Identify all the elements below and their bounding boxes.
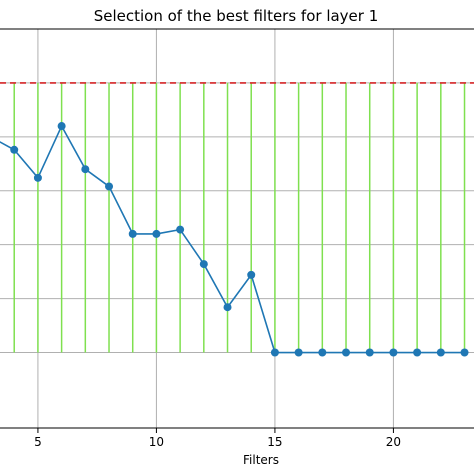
data-point [413,348,422,357]
data-point [436,348,445,357]
data-point [57,122,66,131]
plot-area [0,29,474,428]
data-point [460,348,469,357]
data-point [128,229,137,238]
x-tick-label: 15 [267,435,282,449]
data-point [294,348,303,357]
data-point [247,270,256,279]
data-point [342,348,351,357]
data-point [81,165,90,174]
axis-layer [0,28,474,429]
data-point [365,348,374,357]
data-point [152,229,161,238]
tick-layer: 5 10 15 20 [34,428,401,449]
x-tick-label: 5 [34,435,42,449]
data-point [270,348,279,357]
data-point [199,260,208,269]
data-point [33,173,42,182]
series-layer [0,122,469,357]
data-point [318,348,327,357]
x-tick-label: 10 [149,435,164,449]
chart-title: Selection of the best filters for layer … [94,7,379,25]
data-point [389,348,398,357]
data-point [176,225,185,234]
data-point [105,182,114,191]
data-point [10,145,19,154]
x-axis-label: Filters [243,453,279,467]
vline-layer [13,82,466,353]
x-tick-label: 20 [386,435,401,449]
data-point [223,303,232,312]
